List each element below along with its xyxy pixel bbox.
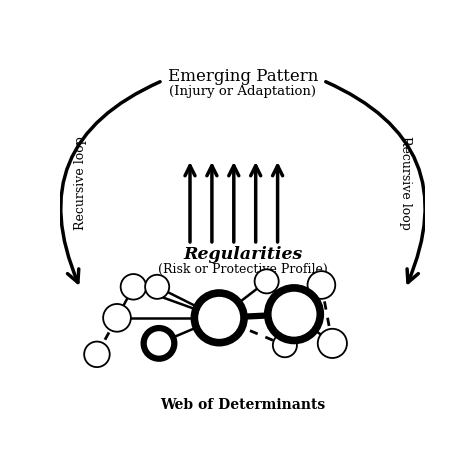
Circle shape	[84, 342, 109, 367]
Circle shape	[268, 288, 320, 340]
Text: Recursive loop: Recursive loop	[74, 136, 87, 230]
Text: Web of Determinants: Web of Determinants	[160, 399, 326, 412]
Circle shape	[308, 271, 335, 299]
Text: Recursive loop: Recursive loop	[399, 136, 412, 230]
Circle shape	[318, 329, 347, 358]
Circle shape	[144, 328, 174, 359]
Circle shape	[255, 269, 279, 293]
Circle shape	[145, 275, 169, 299]
Circle shape	[273, 333, 297, 357]
Circle shape	[103, 304, 131, 332]
Circle shape	[194, 293, 244, 343]
Text: (Risk or Protective Profile): (Risk or Protective Profile)	[158, 263, 328, 276]
FancyArrowPatch shape	[61, 82, 160, 283]
Text: Regularities: Regularities	[183, 246, 302, 263]
Circle shape	[121, 274, 146, 300]
Text: (Injury or Adaptation): (Injury or Adaptation)	[169, 85, 317, 98]
Text: Emerging Pattern: Emerging Pattern	[168, 68, 318, 85]
FancyArrowPatch shape	[326, 82, 425, 283]
